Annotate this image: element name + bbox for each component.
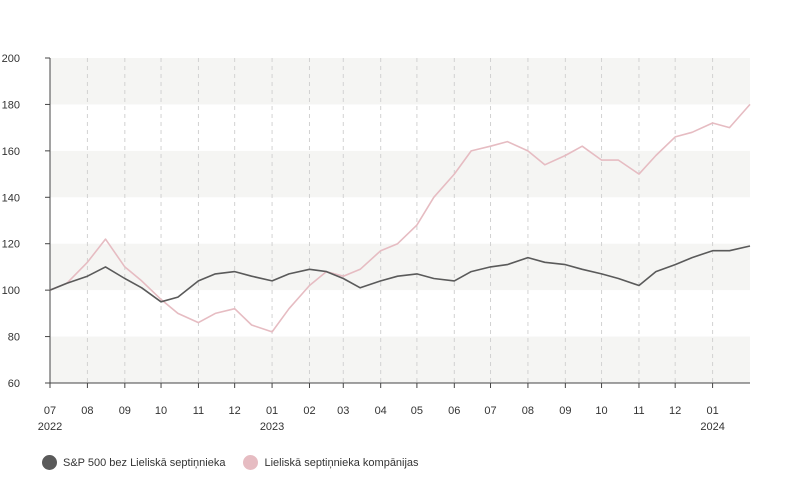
x-year-label: 2022	[38, 421, 62, 433]
grid-band	[50, 336, 750, 383]
x-tick-label: 02	[303, 405, 315, 417]
x-tick-label: 09	[119, 405, 131, 417]
y-tick-label: 120	[2, 239, 20, 251]
y-tick-label: 140	[2, 192, 20, 204]
x-tick-label: 11	[633, 405, 644, 417]
x-tick-label: 10	[595, 405, 607, 417]
x-year-label: 2023	[260, 421, 284, 433]
x-tick-label: 07	[44, 405, 56, 417]
x-tick-label: 12	[229, 405, 241, 417]
legend-swatch-sp500	[42, 455, 57, 470]
x-tick-label: 06	[448, 405, 460, 417]
y-tick-label: 200	[2, 53, 20, 65]
series-lines	[49, 103, 751, 333]
grid-band	[50, 150, 750, 198]
grid-band	[50, 58, 750, 105]
legend-item-sp500: S&P 500 bez Lieliskā septiņnieka	[42, 455, 225, 470]
y-tick-label: 180	[2, 99, 20, 111]
x-tick-label: 05	[411, 405, 423, 417]
legend-label-sp500: S&P 500 bez Lieliskā septiņnieka	[63, 456, 226, 469]
x-tick-label: 07	[484, 405, 496, 417]
y-tick-label: 80	[8, 332, 20, 344]
x-tick-label: 03	[337, 405, 349, 417]
axes	[49, 58, 750, 384]
legend-label-mag7: Lieliskā septiņnieka kompānijas	[264, 456, 419, 469]
x-tick-label: 08	[81, 405, 93, 417]
x-tick-label: 01	[706, 405, 718, 417]
legend-item-mag7: Lieliskā septiņnieka kompānijas	[243, 455, 419, 470]
x-tick-label: 08	[522, 405, 534, 417]
y-tick-label: 160	[2, 146, 20, 158]
grid-bands	[50, 58, 750, 383]
x-tick-label: 11	[193, 405, 204, 417]
x-tick-labels: 07 08 09 10 11 12 01 02 03 04 05 06 07 08 09 10 11 12 01 20…	[38, 405, 725, 433]
vertical-gridlines	[49, 58, 714, 388]
y-tick-label: 60	[8, 378, 20, 390]
x-tick-label: 09	[559, 405, 571, 417]
x-tick-label: 01	[266, 405, 278, 417]
x-tick-label: 12	[669, 405, 681, 417]
legend: S&P 500 bez Lieliskā septiņnieka Lielisk…	[42, 455, 437, 470]
series-line-mag7	[49, 103, 751, 333]
x-tick-label: 04	[375, 405, 387, 417]
grid-band	[50, 243, 750, 291]
series-line-sp500	[49, 245, 751, 303]
x-tick-label: 10	[155, 405, 167, 417]
x-year-label: 2024	[700, 421, 724, 433]
y-tick-label: 100	[2, 285, 20, 297]
y-tick-labels: 60 80 100 120 140 160 180 200	[2, 53, 20, 390]
legend-swatch-mag7	[243, 455, 259, 470]
horizontal-gridlines	[45, 57, 50, 384]
